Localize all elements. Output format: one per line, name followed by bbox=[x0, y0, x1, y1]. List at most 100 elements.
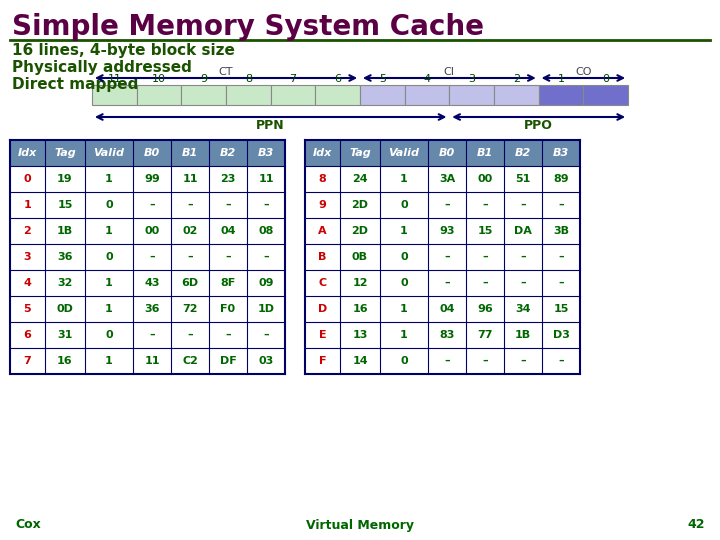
Text: 11: 11 bbox=[258, 174, 274, 184]
Text: 1: 1 bbox=[105, 304, 113, 314]
Text: B2: B2 bbox=[220, 148, 236, 158]
Bar bbox=[494, 85, 539, 105]
Text: D: D bbox=[318, 304, 327, 314]
Text: 03: 03 bbox=[258, 356, 274, 366]
Text: E: E bbox=[319, 330, 326, 340]
Text: 04: 04 bbox=[439, 304, 455, 314]
Text: DF: DF bbox=[220, 356, 236, 366]
Text: –: – bbox=[520, 252, 526, 262]
Text: 4: 4 bbox=[423, 74, 431, 84]
Text: 24: 24 bbox=[352, 174, 368, 184]
Text: 1: 1 bbox=[400, 174, 408, 184]
Text: C: C bbox=[318, 278, 327, 288]
Text: 0: 0 bbox=[400, 252, 408, 262]
Text: 08: 08 bbox=[258, 226, 274, 236]
Text: 04: 04 bbox=[220, 226, 235, 236]
Text: 2D: 2D bbox=[351, 200, 369, 210]
Text: 00: 00 bbox=[145, 226, 160, 236]
Text: –: – bbox=[558, 200, 564, 210]
Text: F0: F0 bbox=[220, 304, 235, 314]
Text: Idx: Idx bbox=[18, 148, 37, 158]
Text: 6D: 6D bbox=[181, 278, 199, 288]
Bar bbox=[449, 85, 494, 105]
Text: –: – bbox=[444, 356, 450, 366]
Bar bbox=[226, 85, 271, 105]
Text: 0: 0 bbox=[105, 200, 113, 210]
Text: 11: 11 bbox=[107, 74, 122, 84]
Bar bbox=[10, 140, 285, 166]
Text: –: – bbox=[482, 278, 488, 288]
Text: 3B: 3B bbox=[553, 226, 569, 236]
Text: 09: 09 bbox=[258, 278, 274, 288]
Text: 16 lines, 4-byte block size: 16 lines, 4-byte block size bbox=[12, 43, 235, 58]
Text: 9: 9 bbox=[200, 74, 207, 84]
Text: B0: B0 bbox=[439, 148, 455, 158]
Text: 0: 0 bbox=[400, 356, 408, 366]
Text: 31: 31 bbox=[58, 330, 73, 340]
Text: 36: 36 bbox=[144, 304, 160, 314]
Text: Virtual Memory: Virtual Memory bbox=[306, 518, 414, 531]
Text: 1B: 1B bbox=[515, 330, 531, 340]
Text: 3A: 3A bbox=[439, 174, 455, 184]
Text: 77: 77 bbox=[477, 330, 492, 340]
Text: B: B bbox=[318, 252, 327, 262]
Text: 12: 12 bbox=[352, 278, 368, 288]
Text: Valid: Valid bbox=[389, 148, 420, 158]
Text: –: – bbox=[520, 278, 526, 288]
Text: –: – bbox=[558, 278, 564, 288]
Text: 14: 14 bbox=[352, 356, 368, 366]
Text: B1: B1 bbox=[182, 148, 198, 158]
Text: –: – bbox=[444, 200, 450, 210]
Text: 1B: 1B bbox=[57, 226, 73, 236]
Text: 4: 4 bbox=[24, 278, 32, 288]
Text: –: – bbox=[520, 356, 526, 366]
Text: 7: 7 bbox=[24, 356, 32, 366]
Text: 23: 23 bbox=[220, 174, 235, 184]
Text: 0: 0 bbox=[24, 174, 31, 184]
Text: B3: B3 bbox=[258, 148, 274, 158]
Bar bbox=[405, 85, 449, 105]
Text: B2: B2 bbox=[515, 148, 531, 158]
Text: 1: 1 bbox=[400, 330, 408, 340]
Text: 42: 42 bbox=[688, 518, 705, 531]
Bar bbox=[583, 85, 628, 105]
Text: –: – bbox=[558, 252, 564, 262]
Text: A: A bbox=[318, 226, 327, 236]
Text: –: – bbox=[149, 200, 155, 210]
Text: 1D: 1D bbox=[258, 304, 274, 314]
Text: 15: 15 bbox=[477, 226, 492, 236]
Text: –: – bbox=[264, 330, 269, 340]
Text: Cox: Cox bbox=[15, 518, 41, 531]
Text: –: – bbox=[558, 356, 564, 366]
Text: 3: 3 bbox=[468, 74, 475, 84]
Text: B0: B0 bbox=[144, 148, 160, 158]
Text: 2D: 2D bbox=[351, 226, 369, 236]
Text: 0: 0 bbox=[400, 278, 408, 288]
Text: 1: 1 bbox=[557, 74, 564, 84]
Text: Tag: Tag bbox=[349, 148, 371, 158]
Bar bbox=[181, 85, 226, 105]
Text: B3: B3 bbox=[553, 148, 569, 158]
Text: 96: 96 bbox=[477, 304, 493, 314]
Text: 5: 5 bbox=[379, 74, 386, 84]
Text: –: – bbox=[149, 252, 155, 262]
Text: 51: 51 bbox=[516, 174, 531, 184]
Text: 43: 43 bbox=[144, 278, 160, 288]
Text: Idx: Idx bbox=[313, 148, 332, 158]
Text: 16: 16 bbox=[352, 304, 368, 314]
Text: 2: 2 bbox=[24, 226, 32, 236]
Text: –: – bbox=[444, 252, 450, 262]
Text: 1: 1 bbox=[400, 226, 408, 236]
Text: D3: D3 bbox=[552, 330, 570, 340]
Bar bbox=[137, 85, 181, 105]
Text: F: F bbox=[319, 356, 326, 366]
Text: –: – bbox=[444, 278, 450, 288]
Text: –: – bbox=[520, 200, 526, 210]
Text: B1: B1 bbox=[477, 148, 493, 158]
Text: Physically addressed: Physically addressed bbox=[12, 60, 192, 75]
Text: Direct mapped: Direct mapped bbox=[12, 77, 138, 92]
Text: Valid: Valid bbox=[94, 148, 125, 158]
Text: 13: 13 bbox=[352, 330, 368, 340]
Text: PPO: PPO bbox=[524, 119, 553, 132]
Bar bbox=[92, 85, 137, 105]
